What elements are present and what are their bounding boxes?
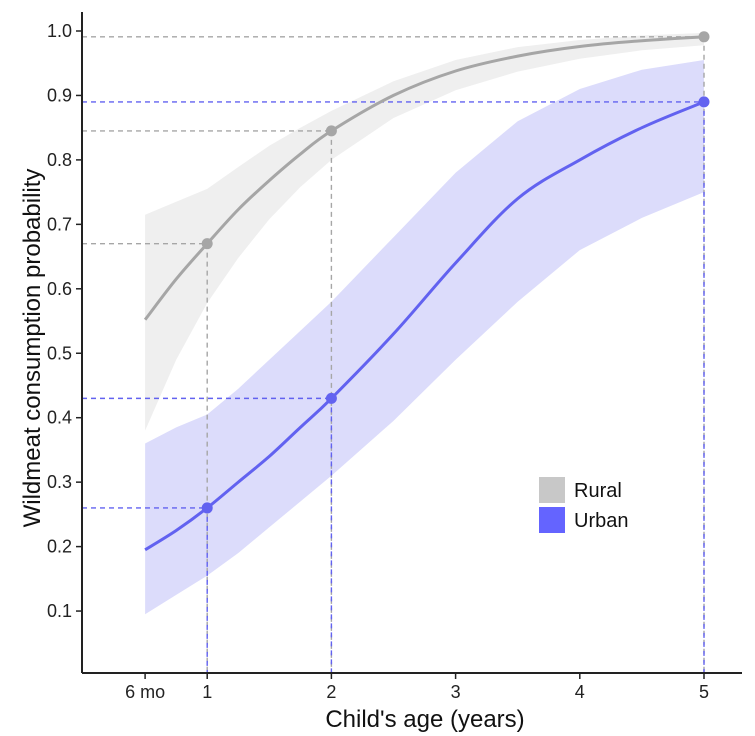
y-tick-label: 0.8 bbox=[47, 150, 72, 170]
point-urban-2 bbox=[325, 392, 337, 404]
y-tick-label: 0.4 bbox=[47, 408, 72, 428]
y-tick-label: 0.3 bbox=[47, 472, 72, 492]
y-tick-label: 0.1 bbox=[47, 601, 72, 621]
point-urban-1 bbox=[201, 502, 213, 514]
y-tick-label: 0.6 bbox=[47, 279, 72, 299]
y-tick-label: 0.5 bbox=[47, 343, 72, 363]
point-urban-5 bbox=[698, 96, 710, 108]
legend-label-urban: Urban bbox=[574, 510, 628, 532]
x-axis-title: Child's age (years) bbox=[325, 706, 524, 733]
x-tick-label: 4 bbox=[575, 682, 585, 702]
legend-label-rural: Rural bbox=[574, 480, 622, 502]
series-points bbox=[201, 31, 710, 514]
x-tick-label: 5 bbox=[699, 682, 709, 702]
y-tick-label: 0.7 bbox=[47, 214, 72, 234]
confidence-bands bbox=[145, 32, 705, 615]
x-tick-label: 1 bbox=[202, 682, 212, 702]
point-rural-1 bbox=[201, 238, 213, 250]
legend-swatch-urban bbox=[539, 507, 565, 533]
x-tick-label: 3 bbox=[451, 682, 461, 702]
x-tick-label: 2 bbox=[326, 682, 336, 702]
x-tick-label: 6 mo bbox=[125, 682, 165, 702]
y-axis-title: Wildmeat consumption probability bbox=[19, 169, 46, 528]
axes: 0.1 0.2 0.3 0.4 0.5 0.6 0.7 0.8 0.9 1.0 6 mo 1 2 3 4 5 bbox=[47, 12, 742, 702]
point-rural-5 bbox=[698, 31, 710, 43]
band-rural bbox=[145, 32, 705, 431]
y-tick-label: 1.0 bbox=[47, 21, 72, 41]
legend: Rural Urban bbox=[539, 477, 628, 533]
band-urban bbox=[145, 60, 705, 615]
y-tick-label: 0.2 bbox=[47, 537, 72, 557]
y-tick-label: 0.9 bbox=[47, 85, 72, 105]
point-rural-2 bbox=[325, 125, 337, 137]
legend-swatch-rural bbox=[539, 477, 565, 503]
